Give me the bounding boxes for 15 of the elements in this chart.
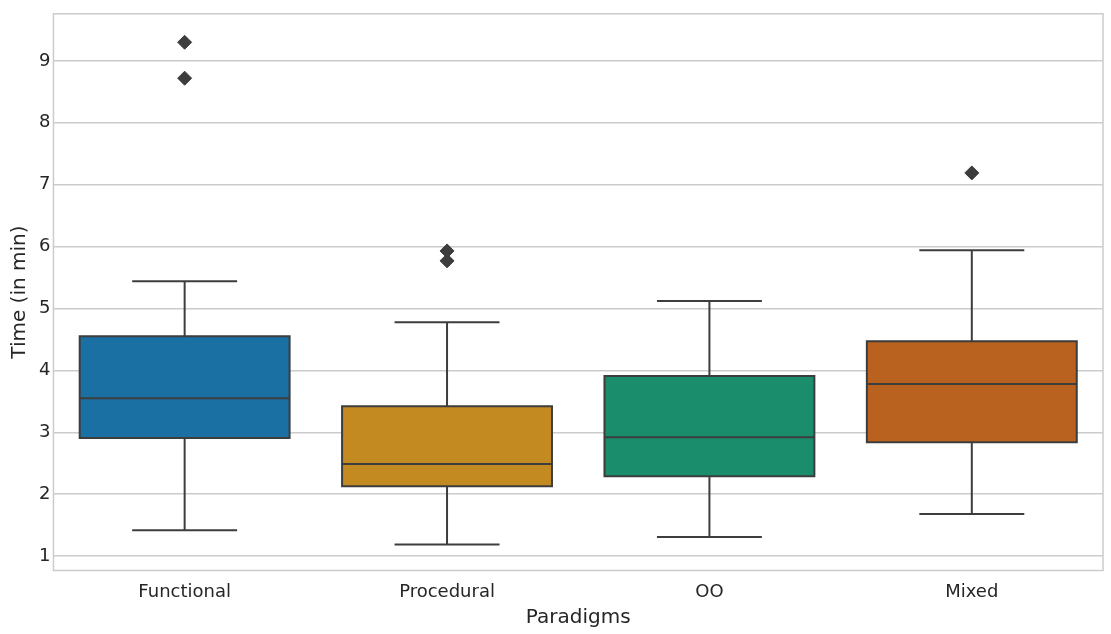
y-tick-label: 4 [39,358,51,380]
x-tick-label: Mixed [945,579,999,601]
y-tick-label: 6 [39,234,51,256]
y-axis-title: Time (in min) [6,225,31,360]
y-tick-label: 3 [39,420,51,442]
y-tick-label: 8 [39,110,51,132]
y-tick-label: 7 [39,172,51,194]
y-tick-label: 2 [39,481,51,503]
y-tick-label: 1 [39,543,51,565]
x-tick-label: OO [695,579,724,601]
y-tick-label: 5 [39,296,51,318]
x-tick-label: Procedural [399,579,495,601]
x-axis-title: Paradigms [525,604,631,629]
y-tick-label: 9 [39,48,51,70]
x-tick-label: Functional [138,579,231,601]
